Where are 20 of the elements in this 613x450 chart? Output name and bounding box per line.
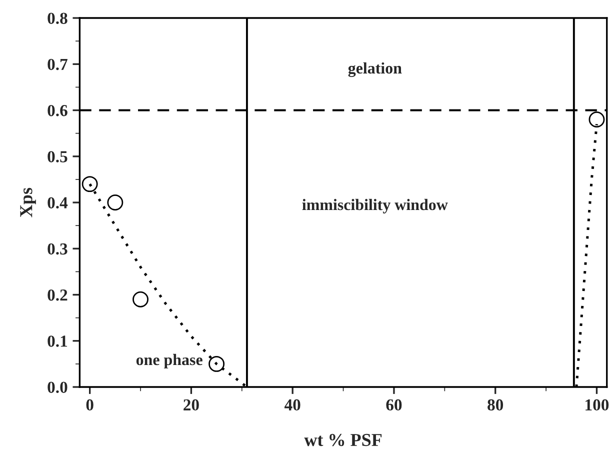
y-tick-label: 0.6 bbox=[48, 104, 68, 116]
x-tick-label: 80 bbox=[488, 399, 504, 411]
y-tick-label: 0.8 bbox=[48, 12, 68, 24]
annotation: one phase bbox=[136, 354, 202, 368]
x-tick-label: 40 bbox=[284, 399, 300, 411]
x-tick-label: 100 bbox=[586, 399, 609, 411]
y-axis-title: Xps bbox=[20, 188, 36, 218]
y-tick-label: 0.1 bbox=[48, 336, 68, 347]
y-tick-label: 0.0 bbox=[48, 382, 68, 394]
y-tick-label: 0.2 bbox=[48, 289, 68, 301]
y-tick-label: 0.4 bbox=[48, 197, 68, 209]
x-tick-label: 0 bbox=[86, 399, 94, 411]
y-tick-label: 0.3 bbox=[48, 243, 68, 255]
x-tick-label: 60 bbox=[386, 399, 402, 411]
x-tick-label: 20 bbox=[184, 399, 199, 411]
x-axis-title: wt % PSF bbox=[304, 434, 382, 446]
y-tick-label: 0.7 bbox=[48, 58, 68, 70]
y-tick-label: 0.5 bbox=[48, 151, 68, 162]
annotation: gelation bbox=[348, 62, 402, 77]
annotation: immiscibility window bbox=[302, 198, 448, 214]
